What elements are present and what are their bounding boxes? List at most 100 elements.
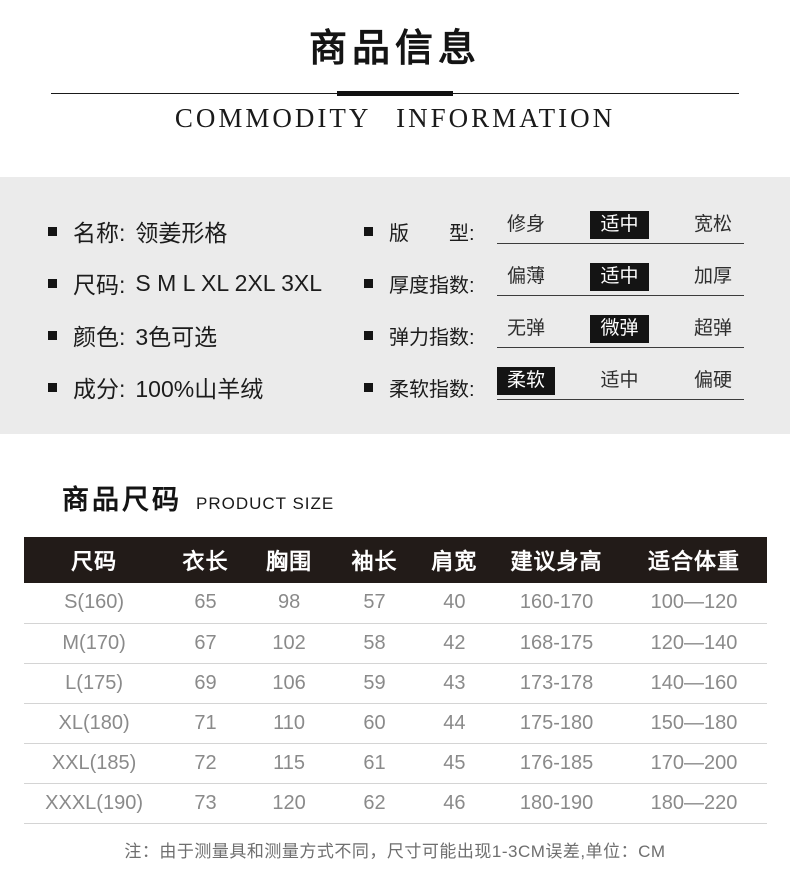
table-cell: 140—160 xyxy=(621,663,767,704)
table-cell: 115 xyxy=(246,743,332,784)
attribute-label: 名称: xyxy=(73,220,126,246)
attribute-label: 弹力指数: xyxy=(389,326,475,349)
product-size-table: 尺码 衣长 胸围 袖长 肩宽 建议身高 适合体重 S(160) 65 98 57 40 160-170… xyxy=(23,537,767,824)
option-label: 加厚 xyxy=(693,266,732,287)
option-label: 偏硬 xyxy=(693,370,732,391)
table-row: XXL(185) 72 115 61 45 176-185 170—200 xyxy=(23,743,767,784)
table-cell: 110 xyxy=(246,703,332,744)
table-cell: 102 xyxy=(246,623,332,664)
attribute-item: 成分: 100%山羊绒 xyxy=(48,361,364,413)
table-cell: 175-180 xyxy=(491,703,622,744)
table-cell: 168-175 xyxy=(491,623,622,664)
table-cell: L(175) xyxy=(23,663,165,704)
attributes-column-right: 版 型: 修身 适中 宽松 厚度指数: 偏薄 适中 加厚 弹力指数: 无弹 微弹 超弹 柔软指数: 柔软适… xyxy=(364,205,744,434)
title-divider-accent xyxy=(337,91,453,96)
size-heading-en: PRODUCT SIZE xyxy=(196,494,335,513)
page-title: 商品信息 xyxy=(308,28,481,70)
table-cell: 73 xyxy=(164,783,247,824)
square-bullet-icon xyxy=(48,382,57,392)
attributes-column-left: 名称: 领姜形格 尺码: S M L XL 2XL 3XL 颜色: 3色可选成分: 100%… xyxy=(48,205,364,434)
table-cell: 180—220 xyxy=(621,783,767,824)
table-cell: 67 xyxy=(164,623,247,664)
table-row: L(175) 69 106 59 43 173-178 140—160 xyxy=(23,663,767,704)
square-bullet-icon xyxy=(364,330,373,340)
table-cell: 42 xyxy=(417,623,492,664)
option-scale: 无弹 微弹 超弹 xyxy=(497,315,744,348)
table-cell: 69 xyxy=(164,663,247,704)
table-header-cell: 衣长 xyxy=(164,537,247,583)
table-header-cell: 肩宽 xyxy=(417,537,492,583)
square-bullet-icon xyxy=(364,382,373,392)
table-cell: 176-185 xyxy=(491,743,622,784)
attribute-scale-item: 版 型: 修身 适中 宽松 xyxy=(364,205,744,257)
attribute-label: 厚度指数: xyxy=(389,274,475,297)
table-cell: 61 xyxy=(331,743,418,784)
table-cell: S(160) xyxy=(23,583,165,624)
attribute-value: 领姜形格 xyxy=(135,220,228,246)
table-cell: 44 xyxy=(417,703,492,744)
attribute-item: 名称: 领姜形格 xyxy=(48,205,364,257)
option-label-selected: 微弹 xyxy=(590,315,649,343)
square-bullet-icon xyxy=(48,278,57,288)
table-cell: 98 xyxy=(246,583,332,624)
option-label: 宽松 xyxy=(693,214,732,235)
table-cell: 72 xyxy=(164,743,247,784)
table-cell: 150—180 xyxy=(621,703,767,744)
table-cell: 46 xyxy=(417,783,492,824)
table-row: M(170) 67 102 58 42 168-175 120—140 xyxy=(23,623,767,664)
option-label: 无弹 xyxy=(507,318,546,339)
option-scale: 修身 适中 宽松 xyxy=(497,211,744,244)
table-cell: 120—140 xyxy=(621,623,767,664)
option-label-selected: 适中 xyxy=(590,211,649,239)
attribute-scale-item: 厚度指数: 偏薄 适中 加厚 xyxy=(364,257,744,309)
table-header-cell: 胸围 xyxy=(246,537,332,583)
table-cell: M(170) xyxy=(23,623,165,664)
table-row: S(160) 65 98 57 40 160-170 100—120 xyxy=(23,583,767,624)
table-cell: 62 xyxy=(331,783,418,824)
attributes-panel: 名称: 领姜形格 尺码: S M L XL 2XL 3XL 颜色: 3色可选成分: 100%… xyxy=(0,177,790,434)
table-cell: 170—200 xyxy=(621,743,767,784)
attribute-label: 尺码: xyxy=(73,272,126,298)
attribute-item: 尺码: S M L XL 2XL 3XL xyxy=(48,257,364,309)
table-cell: 45 xyxy=(417,743,492,784)
size-section-heading: 商品尺码 PRODUCT SIZE xyxy=(62,478,790,517)
square-bullet-icon xyxy=(48,330,57,340)
table-cell: 65 xyxy=(164,583,247,624)
table-cell: 57 xyxy=(331,583,418,624)
table-header-cell: 建议身高 xyxy=(491,537,622,583)
table-cell: 71 xyxy=(164,703,247,744)
table-header-cell: 尺码 xyxy=(23,537,165,583)
option-scale: 偏薄 适中 加厚 xyxy=(497,263,744,296)
option-label-selected: 柔软 xyxy=(497,367,556,395)
attribute-label: 成分: xyxy=(73,376,126,402)
size-table-body: S(160) 65 98 57 40 160-170 100—120 M(170) 67 102 5… xyxy=(23,583,767,824)
page-subtitle: COMMODITY INFORMATION xyxy=(174,103,616,133)
attribute-label: 版 型: xyxy=(389,222,475,245)
attribute-item: 颜色: 3色可选 xyxy=(48,309,364,361)
option-label-selected: 适中 xyxy=(590,263,649,291)
attribute-label: 颜色: xyxy=(73,324,126,350)
square-bullet-icon xyxy=(364,278,373,288)
option-label: 超弹 xyxy=(693,318,732,339)
attribute-label: 柔软指数: xyxy=(389,378,475,401)
table-cell: 100—120 xyxy=(621,583,767,624)
table-cell: 173-178 xyxy=(491,663,622,704)
table-cell: 120 xyxy=(246,783,332,824)
option-scale: 柔软 适中 偏硬 xyxy=(497,367,744,400)
table-cell: 43 xyxy=(417,663,492,704)
attribute-scale-item: 弹力指数: 无弹 微弹 超弹 xyxy=(364,309,744,361)
attribute-value: S M L XL 2XL 3XL xyxy=(135,269,323,296)
size-table-head: 尺码 衣长 胸围 袖长 肩宽 建议身高 适合体重 xyxy=(23,537,767,583)
option-label: 修身 xyxy=(507,214,546,235)
size-heading-cn: 商品尺码 xyxy=(62,485,182,515)
option-label: 偏薄 xyxy=(507,266,546,287)
table-cell: 40 xyxy=(417,583,492,624)
square-bullet-icon xyxy=(364,226,373,236)
table-cell: 160-170 xyxy=(491,583,622,624)
attribute-scale-item: 柔软指数: 柔软 适中 偏硬 xyxy=(364,361,744,413)
attribute-value: 3色可选 xyxy=(135,324,218,350)
table-cell: 60 xyxy=(331,703,418,744)
table-cell: 106 xyxy=(246,663,332,704)
table-header-cell: 适合体重 xyxy=(621,537,767,583)
